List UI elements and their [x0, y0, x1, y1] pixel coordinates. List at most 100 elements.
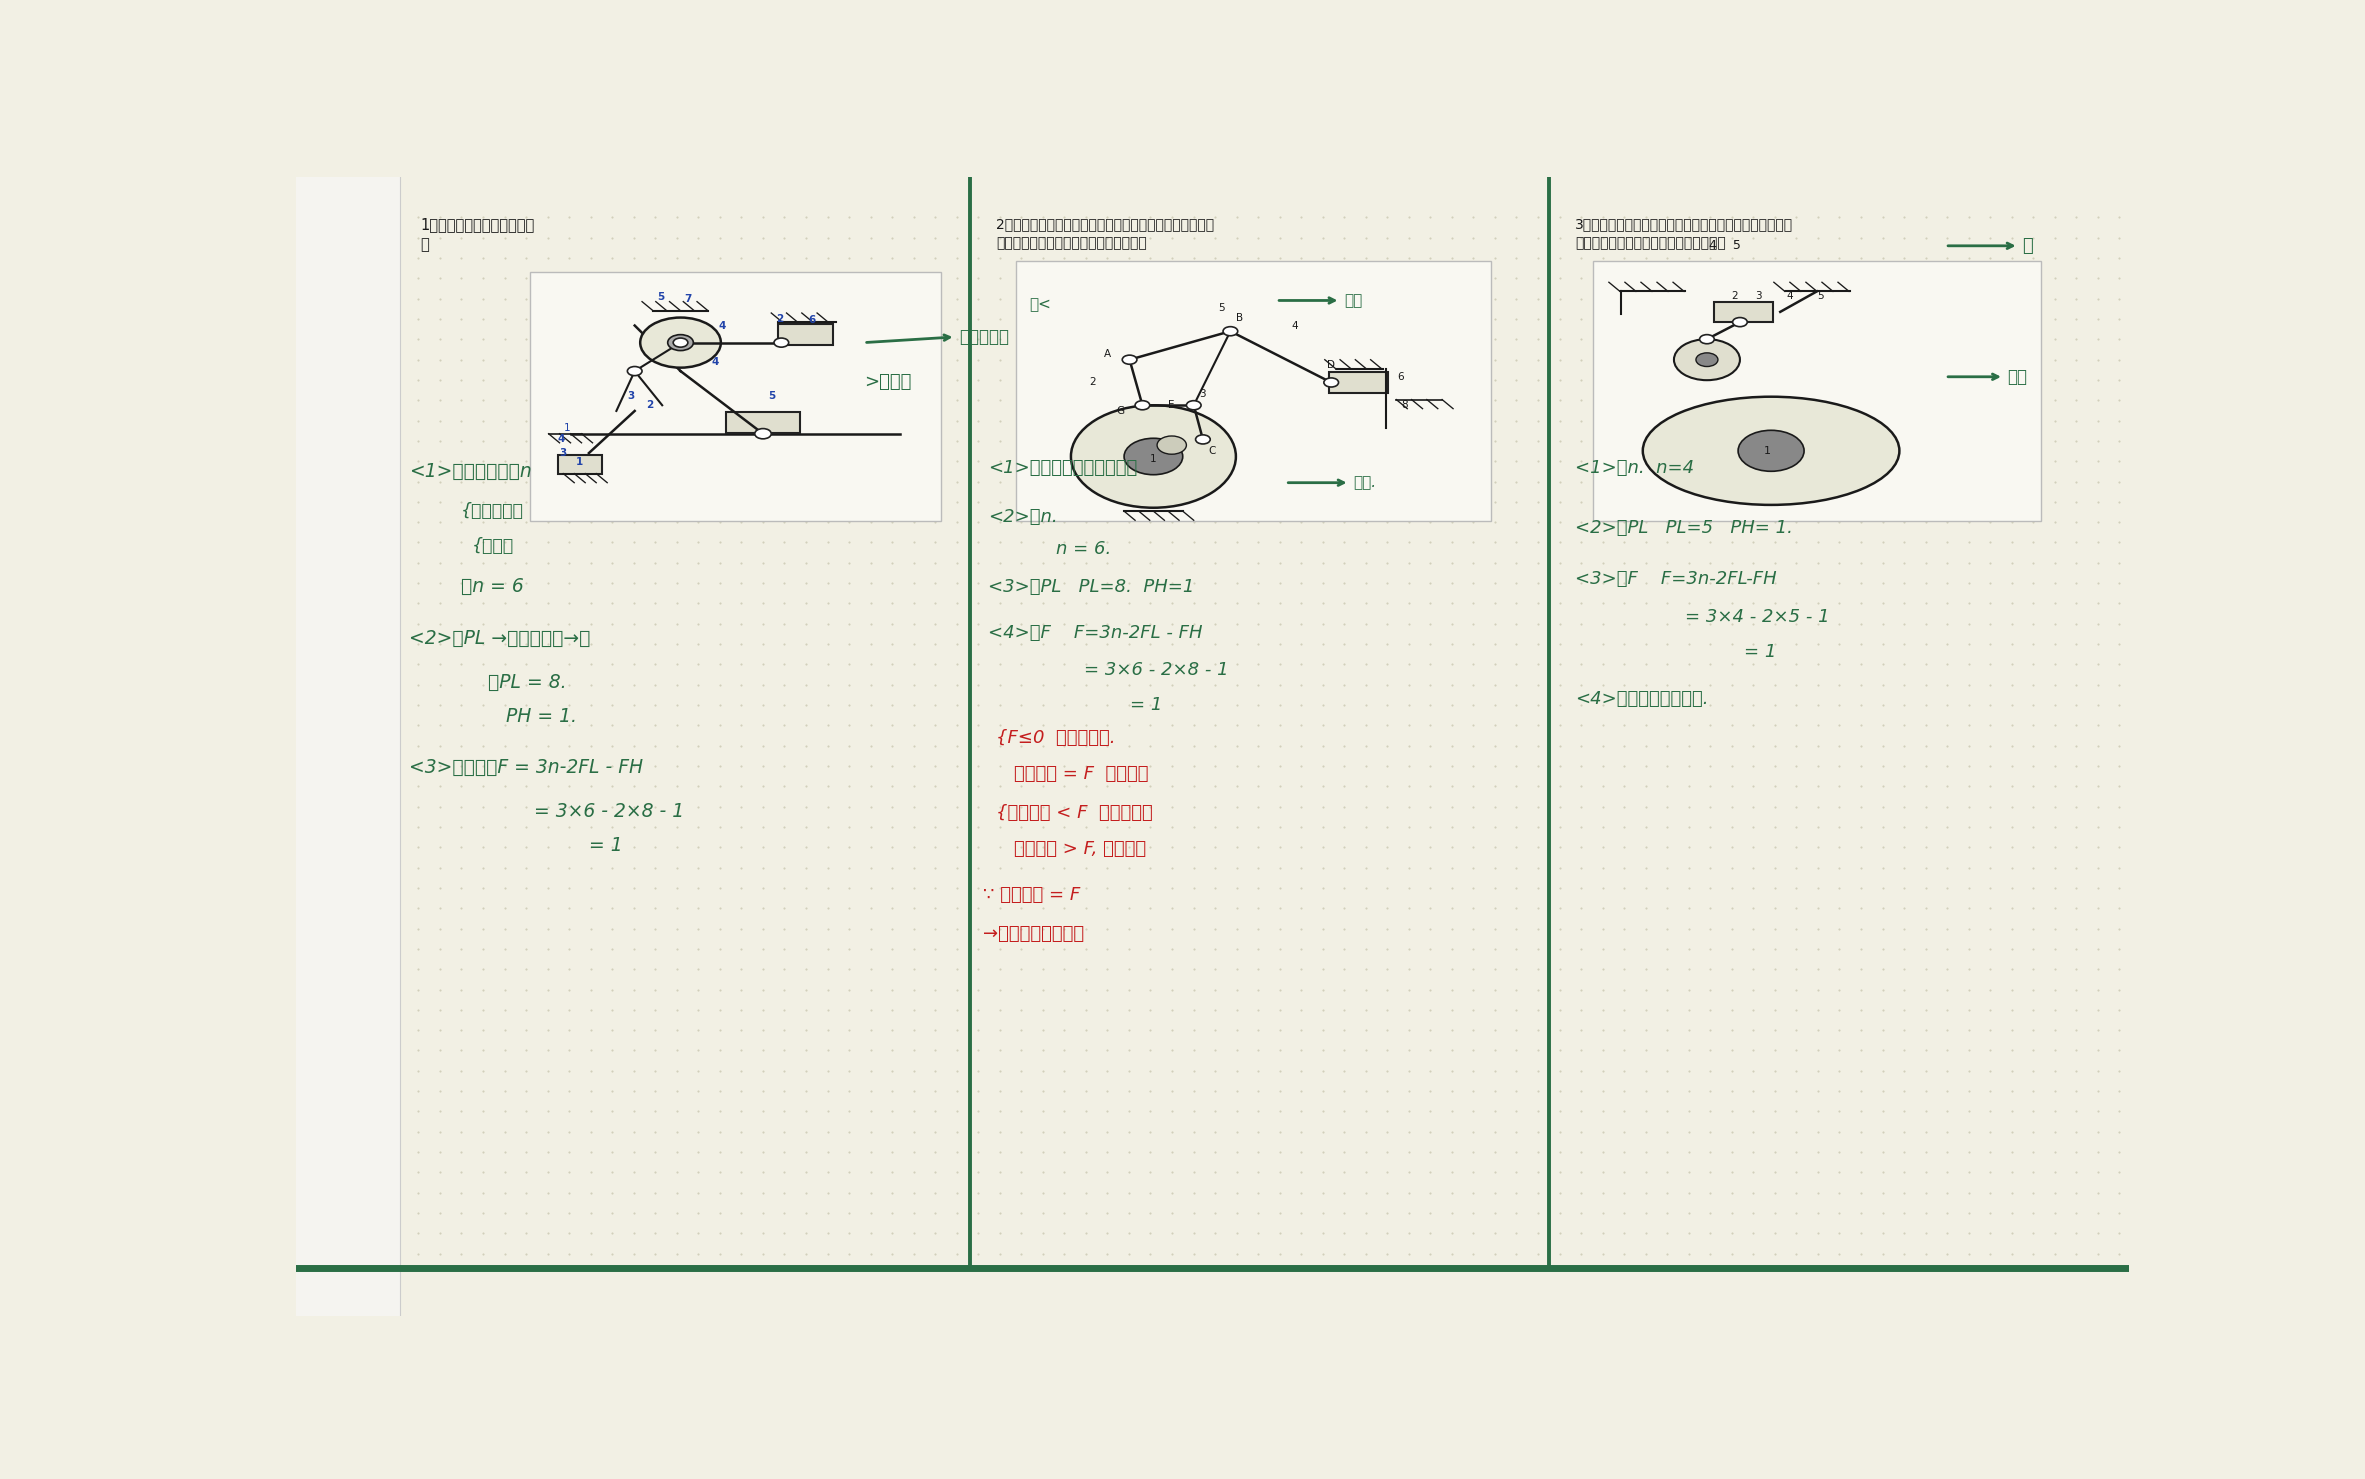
Circle shape	[1696, 353, 1717, 367]
Circle shape	[1674, 339, 1741, 380]
Text: >虚约束: >虚约束	[863, 374, 911, 392]
FancyBboxPatch shape	[1017, 260, 1490, 522]
Text: 原动件数 = F  运动确定: 原动件数 = F 运动确定	[1015, 765, 1149, 782]
Text: <4>求F    F=3n-2FL - FH: <4>求F F=3n-2FL - FH	[989, 624, 1204, 642]
Text: 5: 5	[1816, 291, 1823, 300]
Text: 5: 5	[769, 390, 776, 401]
Text: 1: 1	[563, 423, 570, 433]
Text: 2: 2	[776, 314, 783, 324]
Text: 2: 2	[646, 401, 653, 410]
Text: {虚约束: {虚约束	[471, 537, 513, 555]
Text: n = 6.: n = 6.	[1057, 540, 1112, 558]
Text: B: B	[1237, 312, 1244, 322]
Circle shape	[627, 367, 641, 376]
Text: 得n = 6: 得n = 6	[461, 577, 523, 596]
FancyBboxPatch shape	[530, 272, 941, 522]
Text: {F≤0  不成为机构.: {F≤0 不成为机构.	[996, 729, 1116, 747]
Text: 1: 1	[577, 457, 584, 467]
Circle shape	[1700, 334, 1715, 343]
Text: 1、计算下图所示机构的自由
度: 1、计算下图所示机构的自由 度	[421, 217, 534, 251]
Text: 4: 4	[1291, 321, 1298, 330]
Text: E: E	[1168, 401, 1175, 410]
Text: <2>数PL →虑复合铰链→无: <2>数PL →虑复合铰链→无	[409, 629, 591, 648]
Text: 3: 3	[627, 390, 634, 401]
Text: <3>求F    F=3n-2FL-FH: <3>求F F=3n-2FL-FH	[1575, 571, 1776, 589]
Text: 2: 2	[1731, 291, 1738, 300]
Text: 局部: 局部	[2008, 368, 2027, 386]
Text: = 1: = 1	[589, 836, 622, 855]
Text: 5: 5	[1218, 303, 1225, 314]
Text: 2、计算下图所示机构的自由度，并判定该机构是否具有确
定的运动（标有笭头的构件为原动件）。: 2、计算下图所示机构的自由度，并判定该机构是否具有确 定的运动（标有笭头的构件为…	[996, 217, 1213, 250]
Text: →机构具有确定运动: →机构具有确定运动	[984, 924, 1083, 942]
Circle shape	[1135, 401, 1149, 410]
Circle shape	[1156, 436, 1187, 454]
Text: C: C	[1209, 445, 1216, 456]
Text: = 3×6 - 2×8 - 1: = 3×6 - 2×8 - 1	[534, 802, 683, 821]
Text: <3>求PL   PL=8.  PH=1: <3>求PL PL=8. PH=1	[989, 578, 1194, 596]
Text: D: D	[1327, 361, 1336, 370]
Text: = 1: = 1	[1743, 643, 1776, 661]
Circle shape	[641, 318, 721, 368]
Text: {原动件数 < F  运动不确定: {原动件数 < F 运动不确定	[996, 805, 1152, 822]
Ellipse shape	[1644, 396, 1899, 504]
Text: 4    5: 4 5	[1710, 240, 1741, 253]
Bar	[1329, 373, 1388, 393]
Text: PH = 1.: PH = 1.	[506, 707, 577, 726]
Text: 1: 1	[1764, 445, 1771, 456]
Text: ∵ 原动件数 = F: ∵ 原动件数 = F	[984, 886, 1081, 904]
Text: 4: 4	[558, 435, 565, 444]
Text: 3: 3	[561, 448, 568, 458]
Text: 局部.: 局部.	[1353, 475, 1376, 490]
Circle shape	[1071, 405, 1237, 507]
Text: 4: 4	[712, 356, 719, 367]
Text: <4>机构具有确定运动.: <4>机构具有确定运动.	[1575, 689, 1708, 708]
Text: 3: 3	[1755, 291, 1762, 300]
Circle shape	[773, 339, 788, 348]
Circle shape	[674, 339, 688, 348]
Bar	[296, 177, 400, 1316]
Text: <1>标出局部自由度和虚束: <1>标出局部自由度和虚束	[989, 458, 1138, 476]
Circle shape	[1738, 430, 1804, 472]
Circle shape	[1123, 355, 1138, 364]
Circle shape	[1197, 435, 1211, 444]
Text: 4: 4	[719, 321, 726, 330]
Text: 7: 7	[683, 294, 691, 305]
Text: <1>数活动构件数n: <1>数活动构件数n	[409, 463, 532, 481]
Text: 2: 2	[1090, 377, 1097, 387]
Text: 5: 5	[657, 291, 665, 302]
Text: <2>求PL   PL=5   PH= 1.: <2>求PL PL=5 PH= 1.	[1575, 519, 1793, 537]
Text: 原动件数 > F, 机构破坏: 原动件数 > F, 机构破坏	[1015, 840, 1147, 858]
Bar	[726, 413, 799, 432]
Text: = 3×6 - 2×8 - 1: = 3×6 - 2×8 - 1	[1083, 661, 1227, 679]
Bar	[778, 324, 832, 345]
Text: 复合: 复合	[1343, 293, 1362, 308]
Text: <3>求自由度F = 3n-2FL - FH: <3>求自由度F = 3n-2FL - FH	[409, 759, 643, 778]
Text: 6: 6	[1398, 371, 1405, 382]
Text: 虚: 虚	[2022, 237, 2034, 254]
Circle shape	[1734, 318, 1748, 327]
Text: 局部自由度: 局部自由度	[960, 328, 1010, 346]
Circle shape	[1187, 401, 1201, 410]
Circle shape	[1324, 379, 1339, 387]
Text: 4: 4	[1786, 291, 1793, 300]
Circle shape	[754, 429, 771, 439]
Text: 1: 1	[1149, 454, 1156, 464]
Text: <1>求n.  n=4: <1>求n. n=4	[1575, 458, 1693, 476]
Text: = 1: = 1	[1130, 695, 1161, 714]
Text: A: A	[1104, 349, 1112, 359]
Bar	[1715, 302, 1774, 322]
Text: 3: 3	[1199, 389, 1206, 399]
Text: G: G	[1116, 405, 1123, 416]
Text: 6: 6	[809, 315, 816, 325]
Bar	[558, 456, 601, 473]
Text: 虚<: 虚<	[1029, 297, 1050, 312]
Text: = 3×4 - 2×5 - 1: = 3×4 - 2×5 - 1	[1684, 608, 1831, 626]
Circle shape	[1123, 438, 1182, 475]
Circle shape	[1223, 327, 1237, 336]
Text: 8: 8	[1400, 401, 1407, 410]
Text: <2>求n.: <2>求n.	[989, 507, 1057, 525]
Text: 得PL = 8.: 得PL = 8.	[487, 673, 568, 692]
Circle shape	[667, 334, 693, 351]
Text: {局部自由度: {局部自由度	[461, 501, 523, 521]
FancyBboxPatch shape	[1594, 260, 2041, 522]
